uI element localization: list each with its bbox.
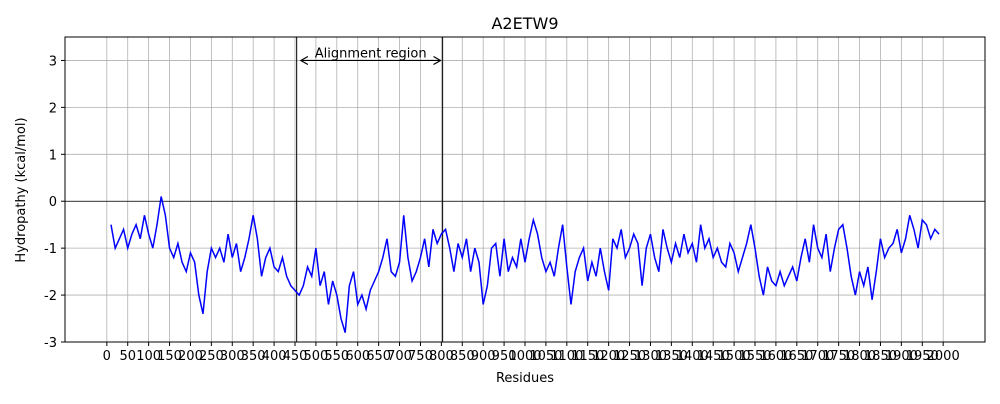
y-tick-label: 2 (49, 101, 57, 116)
annotation-text: Alignment region (315, 46, 427, 61)
arrow-head (433, 55, 442, 65)
x-tick-label: 950 (492, 349, 517, 364)
x-tick-label: 2000 (927, 349, 960, 364)
x-tick-label: 1650 (780, 349, 813, 364)
x-tick-label: 800 (429, 349, 454, 364)
x-tick-label: 50 (119, 349, 136, 364)
x-tick-label: 150 (157, 349, 182, 364)
x-tick-label: 850 (450, 349, 475, 364)
x-tick-label: 500 (303, 349, 328, 364)
x-tick-label: 350 (241, 349, 266, 364)
x-tick-label: 650 (366, 349, 391, 364)
x-tick-label: 200 (178, 349, 203, 364)
y-tick-label: -1 (44, 242, 57, 257)
x-tick-label: 100 (136, 349, 161, 364)
x-tick-label: 1100 (550, 349, 583, 364)
y-tick-label: 1 (49, 148, 57, 163)
x-tick-label: 300 (220, 349, 245, 364)
x-tick-label: 750 (408, 349, 433, 364)
x-tick-label: 1050 (529, 349, 562, 364)
x-tick-label: 400 (262, 349, 287, 364)
x-tick-label: 1500 (718, 349, 751, 364)
y-tick-label: -3 (44, 336, 57, 351)
y-tick-label: -2 (44, 289, 57, 304)
x-tick-label: 1350 (655, 349, 688, 364)
x-tick-label: 1000 (508, 349, 541, 364)
x-tick-label: 1850 (864, 349, 897, 364)
x-tick-label: 1200 (592, 349, 625, 364)
x-tick-label: 1150 (571, 349, 604, 364)
arrow-head (299, 55, 309, 65)
x-tick-label: 700 (387, 349, 412, 364)
x-tick-label: 1550 (738, 349, 771, 364)
y-tick-label: 0 (49, 195, 57, 210)
x-tick-label: 1750 (822, 349, 855, 364)
y-tick-label: 3 (49, 54, 57, 69)
x-tick-label: 450 (283, 349, 308, 364)
y-axis-label: Hydropathy (kcal/mol) (14, 117, 29, 262)
x-axis-label: Residues (496, 371, 554, 386)
data-line (110, 196, 940, 333)
x-tick-label: 1800 (843, 349, 876, 364)
x-tick-label: 550 (324, 349, 349, 364)
x-tick-label: 600 (345, 349, 370, 364)
x-tick-label: 1700 (801, 349, 834, 364)
x-tick-label: 250 (199, 349, 224, 364)
x-tick-label: 900 (471, 349, 496, 364)
x-tick-label: 1950 (906, 349, 939, 364)
chart-title: A2ETW9 (491, 14, 558, 33)
x-tick-label: 0 (103, 349, 111, 364)
x-tick-label: 1450 (697, 349, 730, 364)
plot-frame (64, 36, 986, 343)
x-tick-label: 1250 (613, 349, 646, 364)
x-tick-label: 1600 (759, 349, 792, 364)
x-tick-label: 1400 (676, 349, 709, 364)
x-tick-label: 1900 (885, 349, 918, 364)
x-tick-label: 1300 (634, 349, 667, 364)
